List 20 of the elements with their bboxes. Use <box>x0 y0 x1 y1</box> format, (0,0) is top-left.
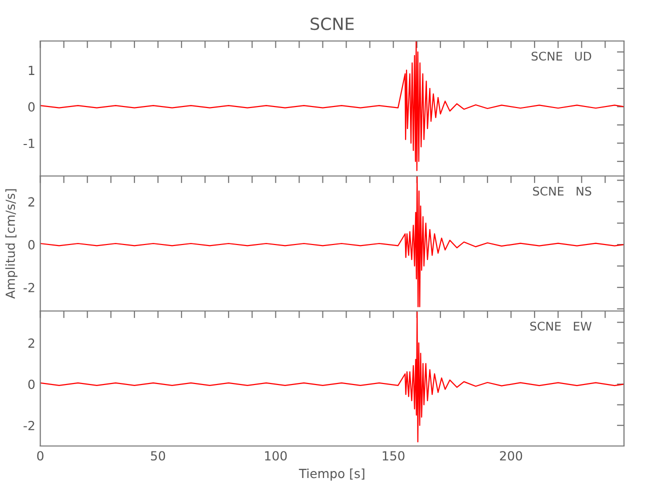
y-tick-label: -1 <box>24 138 34 148</box>
x-tick-label: 150 <box>382 451 404 461</box>
y-tick-label: 0 <box>28 240 35 250</box>
y-tick-label: 0 <box>28 380 35 390</box>
x-tick-label: 50 <box>150 451 166 461</box>
annotation: SCNE NS <box>533 186 592 196</box>
y-tick-label: -2 <box>24 420 34 430</box>
x-tick-label: 100 <box>265 451 287 461</box>
y-tick-label: 2 <box>28 338 34 348</box>
chart-title: SCNE <box>310 18 354 30</box>
annotation: SCNE EW <box>530 322 592 331</box>
y-tick-label: 0 <box>28 102 35 112</box>
y-tick-label: 2 <box>28 197 34 206</box>
x-axis-title: Tiempo [s] <box>298 468 364 481</box>
x-tick-label: 200 <box>500 451 522 461</box>
y-axis-title: Amplitud [cm/s/s] <box>5 189 18 299</box>
x-tick-label: 0 <box>37 451 44 461</box>
y-tick-label: 1 <box>28 66 34 75</box>
annotation: SCNE UD <box>532 52 592 61</box>
y-tick-label: -2 <box>24 282 34 292</box>
